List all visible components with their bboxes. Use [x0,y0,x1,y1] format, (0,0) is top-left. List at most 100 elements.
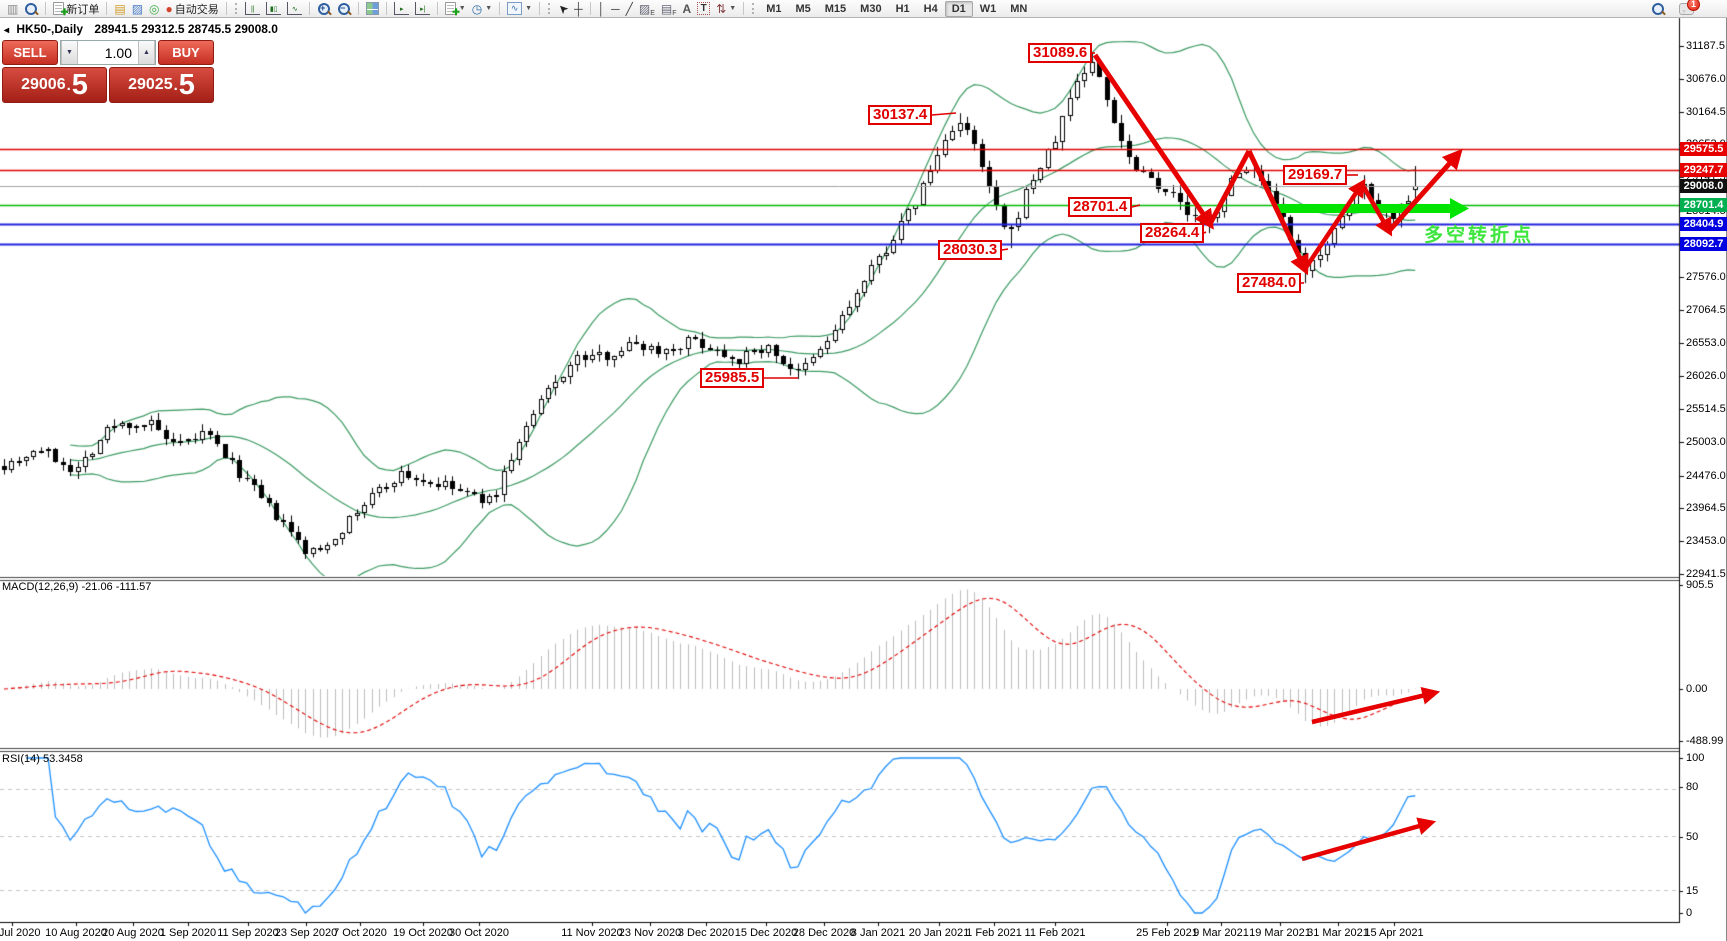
sell-button[interactable]: SELL [2,40,58,65]
arrows-icon[interactable]: ⇅ ▼ [716,1,737,16]
autotrading-button[interactable]: ● 自动交易 [165,1,219,16]
vertical-line-icon[interactable]: │ [597,1,606,16]
bar-chart-type-icon[interactable]: || [242,1,263,17]
toolbar-separator [743,2,745,15]
chart-symbol-period: HK50-,Daily [16,22,84,36]
chart-shift-icon[interactable]: ▸| [412,1,433,17]
search-icon[interactable] [1648,1,1668,17]
timeframe-button-mn[interactable]: MN [1010,2,1028,15]
timeframe-button-m5[interactable]: M5 [795,2,811,15]
indicators-button[interactable]: ▼ [442,1,469,18]
templates-button[interactable]: ∿ ▼ [504,1,535,17]
document-plus-icon [53,2,68,18]
tick-chart-icon[interactable] [21,1,41,17]
toolbar-separator [539,2,541,15]
price-callout-label: 29169.7 [1283,165,1348,185]
tick-chart-icon [24,2,38,16]
y-axis-tick-label: 25003.0 [1686,436,1726,448]
toolbar: ▥ 新订单 ▤ ▨ ◎ ●自动交易 || ▮▯ ∿ +− ▸ ▸| ▼◷▼ ∿▼ ➤┼ │ ─ ╱ ▨E ▤F AT⇅▼… [0,0,1727,18]
toolbar-right-group: 1 [1648,0,1723,17]
market-watch-icon[interactable]: ▤ [114,1,126,16]
zoom-out-icon: − [337,2,351,16]
price-callout-label: 28030.3 [938,240,1003,260]
toolbar-grip[interactable] [752,3,755,14]
notifications-icon[interactable]: 1 [1676,0,1700,17]
trendline-icon[interactable]: ╱ [625,1,633,16]
equidistant-channel-icon[interactable]: ▨ E [638,1,655,17]
buy-button[interactable]: BUY [158,40,214,65]
chart-title: ◂ HK50-,Daily 28941.5 29312.5 28745.5 29… [4,22,278,36]
y-axis-tick-label: 23964.5 [1686,502,1726,515]
rsi-scale-label: 15 [1686,885,1699,897]
sell-price-box[interactable]: 29006. 5 [2,67,107,103]
y-axis-tick-label: 24476.0 [1686,469,1726,482]
sell-price-int: 29006 [21,76,66,93]
rsi-scale-label: 100 [1686,752,1705,764]
cursor-icon[interactable]: ➤ [554,0,572,18]
y-axis-tick-label: 26026.0 [1686,370,1726,383]
date-axis-label: 25 Feb 2021 [1136,927,1198,939]
date-axis-label: 11 Sep 2020 [217,927,279,939]
crosshair-icon[interactable]: ┼ [574,1,583,16]
new-order-button[interactable]: 新订单 [50,1,102,18]
toolbar-separator [106,2,108,15]
toolbar-separator [357,2,359,15]
horizontal-line-icon[interactable]: ─ [611,1,620,16]
toolbar-grip[interactable] [548,3,551,14]
date-axis-label: 28 Dec 2020 [792,927,856,939]
y-axis-tick-label: 27576.0 [1686,271,1726,284]
toolbar-grip[interactable] [234,3,238,14]
tile-windows-icon[interactable] [363,1,382,17]
toolbar-separator [589,2,591,15]
toolbar-separator [225,2,227,15]
signals-icon[interactable]: ◎ [149,1,160,16]
rsi-scale-label: 0 [1686,907,1693,919]
toolbar-separator [385,2,387,15]
timeframe-button-m15[interactable]: M15 [824,2,847,15]
line-chart-type-icon[interactable]: ∿ [284,1,305,17]
price-level-badge: 28404.9 [1680,217,1727,231]
timeframe-button-h1[interactable]: H1 [895,2,910,15]
y-axis-tick-label: 25514.5 [1686,403,1726,416]
toolbar-separator [499,2,501,15]
macd-indicator-label: MACD(12,26,9) -21.06 -111.57 [2,581,152,593]
macd-scale-label: 0.00 [1686,683,1708,695]
price-callout-label: 28264.4 [1140,223,1205,243]
text-label-icon[interactable]: T [694,1,713,17]
fibonacci-icon[interactable]: ▤ F [660,1,677,17]
bull-bear-turning-point-text: 多空转折点 [1424,225,1535,246]
volume-increase-button[interactable]: ▲ [138,41,155,64]
price-callout-label: 31089.6 [1028,43,1093,63]
toolbar-separator [436,2,438,15]
data-window-icon[interactable]: ▨ [131,1,144,16]
date-axis-label: 7 Oct 2020 [333,927,387,939]
price-callout-label: 30137.4 [868,105,933,125]
volume-input[interactable]: 1.00 [104,44,132,61]
chart-collapse-icon[interactable]: ◂ [4,25,10,36]
timeframe-button-m1[interactable]: M1 [766,2,782,15]
date-axis-label: 11 Feb 2021 [1024,927,1086,939]
price-callout-label: 25985.5 [700,368,765,388]
timeframe-button-m30[interactable]: M30 [860,2,882,15]
toolbar-separator [308,2,310,15]
date-axis-label: 9 Mar 2021 [1193,927,1249,939]
y-axis-tick-label: 30164.5 [1686,105,1726,118]
buy-price-int: 29025 [128,76,173,93]
auto-scroll-icon[interactable]: ▸ [391,1,412,17]
volume-decrease-button[interactable]: ▼ [61,41,78,64]
date-axis-label: 3 Dec 2020 [677,927,735,939]
timeframe-button-h4[interactable]: H4 [923,2,938,15]
charts-window-icon[interactable]: ▥ [7,1,19,16]
bar-chart-type-icon: || [244,2,260,15]
zoom-in-icon[interactable]: + [314,1,334,17]
text-icon[interactable]: A [682,1,692,16]
candlestick-type-icon[interactable]: ▮▯ [263,1,284,17]
timeframe-button-d1[interactable]: D1 [944,0,973,17]
periods-button[interactable]: ◷ ▼ [471,1,493,16]
buy-price-box[interactable]: 29025. 5 [109,67,214,103]
zoom-out-icon[interactable]: − [334,1,354,17]
timeframe-button-w1[interactable]: W1 [979,2,997,15]
toolbar-separator [45,2,47,15]
